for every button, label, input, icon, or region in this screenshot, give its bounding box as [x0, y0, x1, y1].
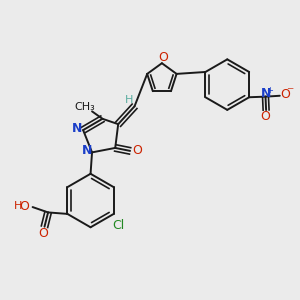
- Text: N: N: [261, 87, 271, 100]
- Text: Cl: Cl: [112, 219, 124, 232]
- Text: H: H: [125, 95, 134, 105]
- Text: ⁻: ⁻: [286, 85, 293, 99]
- Text: O: O: [280, 88, 290, 101]
- Text: N: N: [82, 144, 92, 158]
- Text: CH₃: CH₃: [74, 102, 95, 112]
- Text: H: H: [14, 202, 22, 212]
- Text: N: N: [72, 122, 83, 135]
- Text: O: O: [38, 227, 48, 240]
- Text: O: O: [132, 144, 142, 158]
- Text: +: +: [266, 86, 273, 95]
- Text: O: O: [261, 110, 270, 123]
- Text: O: O: [158, 51, 168, 64]
- Text: O: O: [20, 200, 29, 213]
